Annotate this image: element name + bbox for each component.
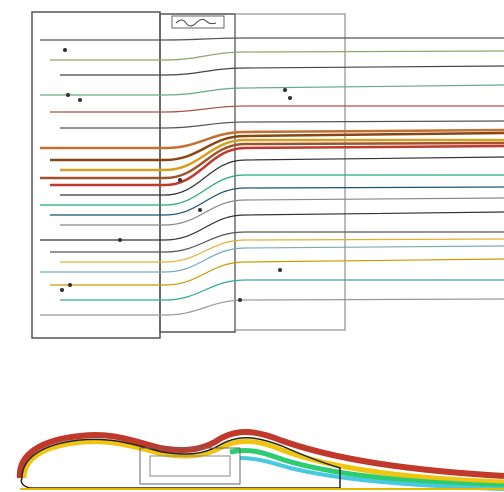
particle bbox=[68, 283, 72, 287]
streamline-panel bbox=[32, 12, 504, 338]
particle bbox=[60, 288, 64, 292]
particle bbox=[198, 208, 202, 212]
scribble bbox=[176, 19, 216, 26]
streamlines bbox=[40, 38, 504, 315]
streamline bbox=[40, 85, 504, 95]
inner-box-2 bbox=[150, 456, 230, 476]
particle bbox=[66, 93, 70, 97]
streamline bbox=[40, 299, 504, 315]
streamline bbox=[40, 246, 504, 272]
particle bbox=[238, 298, 242, 302]
flow-visualization bbox=[0, 0, 504, 492]
streamline bbox=[50, 51, 504, 60]
particle bbox=[288, 96, 292, 100]
particle bbox=[118, 238, 122, 242]
label-box bbox=[172, 16, 224, 28]
particle bbox=[178, 178, 182, 182]
body-profile-panel bbox=[20, 432, 504, 489]
streamline bbox=[40, 212, 504, 240]
particle bbox=[63, 48, 67, 52]
streamline bbox=[60, 280, 504, 300]
particle bbox=[278, 268, 282, 272]
streamline bbox=[60, 121, 504, 128]
particle bbox=[283, 88, 287, 92]
streamline bbox=[50, 232, 504, 252]
streamline bbox=[40, 175, 504, 205]
streamline bbox=[60, 239, 504, 262]
streamline bbox=[60, 157, 504, 195]
streamline bbox=[60, 66, 504, 75]
left-box bbox=[32, 12, 160, 338]
right-box bbox=[235, 14, 345, 330]
streamline bbox=[40, 38, 504, 40]
streamline bbox=[50, 106, 504, 112]
particle bbox=[78, 98, 82, 102]
page: (() => { const svg = document.getElement… bbox=[0, 0, 504, 492]
streamline bbox=[60, 198, 504, 225]
streamline bbox=[50, 187, 504, 215]
